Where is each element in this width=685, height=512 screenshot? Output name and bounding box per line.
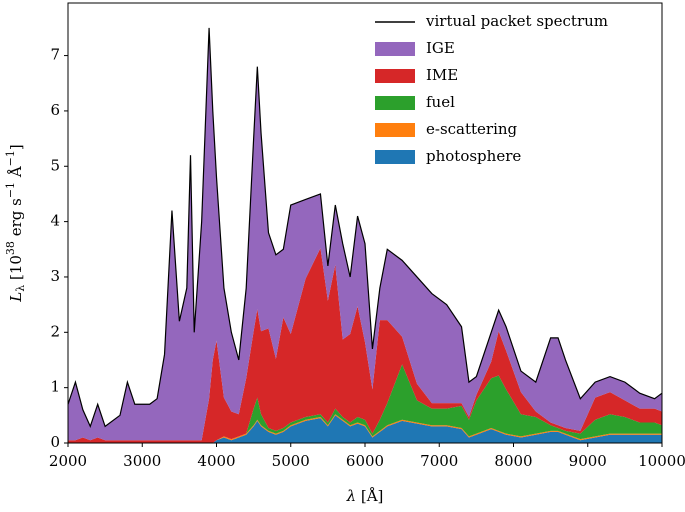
legend-label: photosphere (426, 147, 521, 165)
y-label-part: λ (14, 285, 27, 292)
x-tick-label: 2000 (49, 452, 87, 470)
legend-swatch (375, 69, 415, 83)
y-label-part: −1 (4, 150, 17, 166)
x-tick-label: 6000 (346, 452, 384, 470)
y-label-part: −1 (4, 182, 17, 198)
area (68, 414, 662, 443)
legend-swatch (375, 42, 415, 56)
legend-label: IME (426, 66, 458, 84)
x-tick-label: 7000 (420, 452, 458, 470)
y-label-part: 38 (4, 241, 17, 255)
legend-swatch (375, 150, 415, 164)
x-tick-label: 4000 (197, 452, 235, 470)
y-label-part: Å (7, 166, 25, 182)
area (68, 364, 662, 443)
x-tick-label: 5000 (272, 452, 310, 470)
legend-label: IGE (426, 39, 455, 57)
spectrum-line (67, 27, 663, 429)
legend-label: virtual packet spectrum (425, 12, 608, 30)
y-label-part: ] (7, 144, 25, 150)
x-axis-label: λ [Å] (346, 487, 384, 505)
x-tick-label: 9000 (569, 452, 607, 470)
x-tick-label: 8000 (494, 452, 532, 470)
area (68, 415, 662, 443)
x-tick-label: 10000 (638, 452, 685, 470)
y-label-part: [10 (7, 255, 25, 285)
y-tick-label: 0 (50, 433, 60, 451)
y-tick-label: 5 (50, 156, 60, 174)
legend-swatch (375, 96, 415, 110)
x-label-part: λ (346, 487, 357, 505)
y-axis-label: Lλ [1038 erg s−1 Å−1] (4, 144, 27, 302)
area (68, 27, 662, 441)
y-tick-label: 6 (50, 101, 60, 119)
y-tick-label: 7 (50, 46, 60, 64)
y-tick-label: 3 (50, 267, 60, 285)
legend-label: fuel (426, 93, 455, 111)
x-label-part: [Å] (356, 487, 383, 505)
y-tick-label: 4 (50, 212, 60, 230)
legend-label: e-scattering (426, 120, 518, 138)
y-label-part: L (7, 292, 25, 303)
area (68, 248, 662, 443)
x-tick-label: 3000 (123, 452, 161, 470)
legend-swatch (375, 123, 415, 137)
y-label-part: erg s (7, 198, 25, 241)
y-tick-label: 2 (50, 322, 60, 340)
y-tick-label: 1 (50, 378, 60, 396)
